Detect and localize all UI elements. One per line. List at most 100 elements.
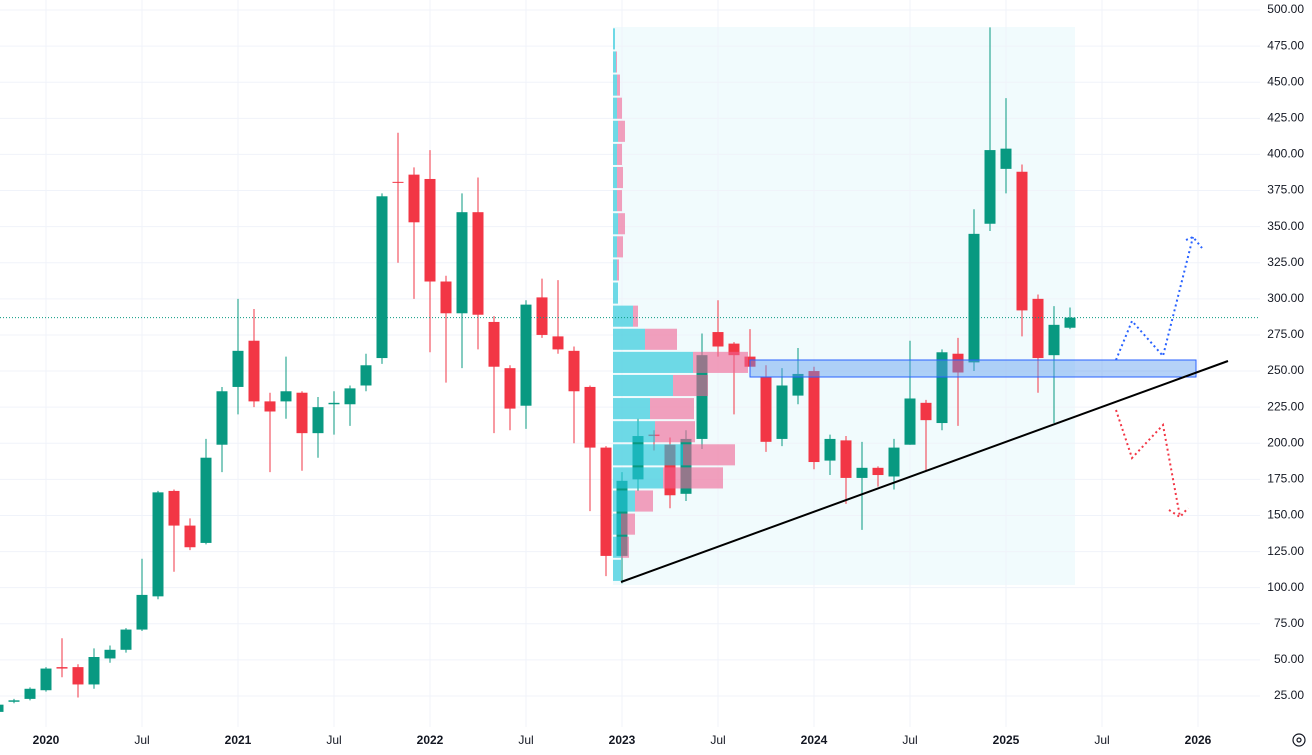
profile-up bbox=[613, 513, 621, 535]
profile-down bbox=[693, 351, 748, 373]
y-tick-label: 425.00 bbox=[1267, 110, 1304, 124]
candle-body bbox=[408, 174, 420, 223]
candle-body bbox=[952, 353, 964, 373]
profile-up bbox=[613, 351, 693, 373]
profile-up bbox=[613, 444, 683, 466]
candle-body bbox=[280, 391, 292, 402]
candle-body bbox=[424, 178, 436, 282]
candle-body bbox=[24, 688, 36, 699]
profile-down bbox=[618, 120, 625, 142]
candle-body bbox=[376, 196, 388, 359]
candle-body bbox=[968, 233, 980, 363]
candle-body bbox=[456, 212, 468, 314]
y-tick-label: 75.00 bbox=[1274, 616, 1304, 630]
y-tick-label: 125.00 bbox=[1267, 544, 1304, 558]
profile-up bbox=[613, 490, 635, 512]
profile-down bbox=[645, 328, 677, 350]
candle-body bbox=[712, 332, 724, 347]
candle-body bbox=[472, 212, 484, 315]
x-tick-label: Jul bbox=[710, 733, 725, 747]
y-tick-label: 50.00 bbox=[1274, 652, 1304, 666]
candle-body bbox=[360, 365, 372, 386]
x-tick-label: 2021 bbox=[225, 733, 252, 747]
candle-body bbox=[888, 447, 900, 477]
y-tick-label: 500.00 bbox=[1267, 2, 1304, 16]
x-tick-label: 2023 bbox=[609, 733, 636, 747]
candle-body bbox=[696, 355, 708, 439]
x-tick-label: Jul bbox=[326, 733, 341, 747]
profile-up bbox=[613, 398, 650, 420]
profile-up bbox=[613, 120, 618, 142]
candle-body bbox=[1032, 298, 1044, 359]
profile-up bbox=[613, 305, 633, 327]
profile-up bbox=[613, 28, 615, 50]
x-tick-label: 2026 bbox=[1185, 733, 1212, 747]
candle-body bbox=[0, 704, 4, 712]
x-tick-label: Jul bbox=[902, 733, 917, 747]
candle-body bbox=[488, 321, 500, 367]
candle-body bbox=[104, 649, 116, 659]
profile-down bbox=[650, 398, 694, 420]
profile-down bbox=[618, 213, 625, 235]
y-tick-label: 175.00 bbox=[1267, 472, 1304, 486]
x-tick-label: 2022 bbox=[417, 733, 444, 747]
candle-body bbox=[856, 467, 868, 478]
profile-down bbox=[617, 97, 622, 119]
candle-body bbox=[728, 343, 740, 356]
candle-body bbox=[568, 350, 580, 392]
candle-body bbox=[984, 150, 996, 224]
trendline bbox=[620, 360, 1229, 583]
y-tick-label: 150.00 bbox=[1267, 508, 1304, 522]
profile-up bbox=[613, 282, 618, 304]
candle-body bbox=[504, 368, 516, 409]
profile-down bbox=[617, 190, 622, 212]
candle-body bbox=[776, 385, 788, 439]
candle-body bbox=[840, 440, 852, 478]
profile-down bbox=[617, 236, 623, 258]
candle-body bbox=[760, 376, 772, 442]
profile-down bbox=[617, 166, 623, 189]
candle-body bbox=[1064, 317, 1076, 328]
candle-body bbox=[600, 447, 612, 556]
candle-body bbox=[904, 398, 916, 445]
profile-up bbox=[613, 190, 617, 212]
profile-down bbox=[663, 467, 723, 489]
support-zone bbox=[749, 359, 1197, 378]
candle-body bbox=[344, 388, 356, 405]
candles bbox=[0, 27, 1076, 712]
candle-body bbox=[232, 350, 244, 387]
candle-body bbox=[296, 392, 308, 434]
profile-down bbox=[621, 513, 635, 535]
candle-body bbox=[936, 352, 948, 424]
candle-body bbox=[1016, 171, 1028, 311]
candle-body bbox=[792, 373, 804, 396]
candle-body bbox=[1048, 324, 1060, 356]
profile-down bbox=[621, 536, 629, 558]
candle-body bbox=[40, 668, 52, 691]
profile-down bbox=[635, 490, 653, 512]
profile-down bbox=[633, 305, 638, 327]
profile-down bbox=[655, 421, 695, 443]
axes: 25.00 50.00 75.00 100.00 125.00 150.00 175.00 2… bbox=[33, 2, 1305, 747]
x-tick-label: 2024 bbox=[801, 733, 828, 747]
y-tick-label: 200.00 bbox=[1267, 435, 1304, 449]
profile-up bbox=[613, 559, 621, 581]
profile-up bbox=[613, 421, 655, 443]
bear-arrow bbox=[1168, 507, 1189, 519]
y-tick-label: 450.00 bbox=[1267, 74, 1304, 88]
settings-icon-center bbox=[1296, 737, 1302, 743]
candle-body bbox=[440, 281, 452, 314]
candle-body bbox=[584, 386, 596, 448]
profile-up bbox=[613, 74, 617, 96]
candle-body bbox=[1000, 148, 1012, 169]
candle-body bbox=[264, 401, 276, 412]
candle-body bbox=[392, 181, 404, 183]
y-tick-label: 375.00 bbox=[1267, 183, 1304, 197]
settings-icon[interactable] bbox=[1292, 733, 1306, 747]
candle-body bbox=[216, 391, 228, 445]
bear-path bbox=[1115, 409, 1181, 518]
x-tick-label: Jul bbox=[134, 733, 149, 747]
candle-body bbox=[168, 490, 180, 526]
profile-down bbox=[617, 74, 620, 96]
